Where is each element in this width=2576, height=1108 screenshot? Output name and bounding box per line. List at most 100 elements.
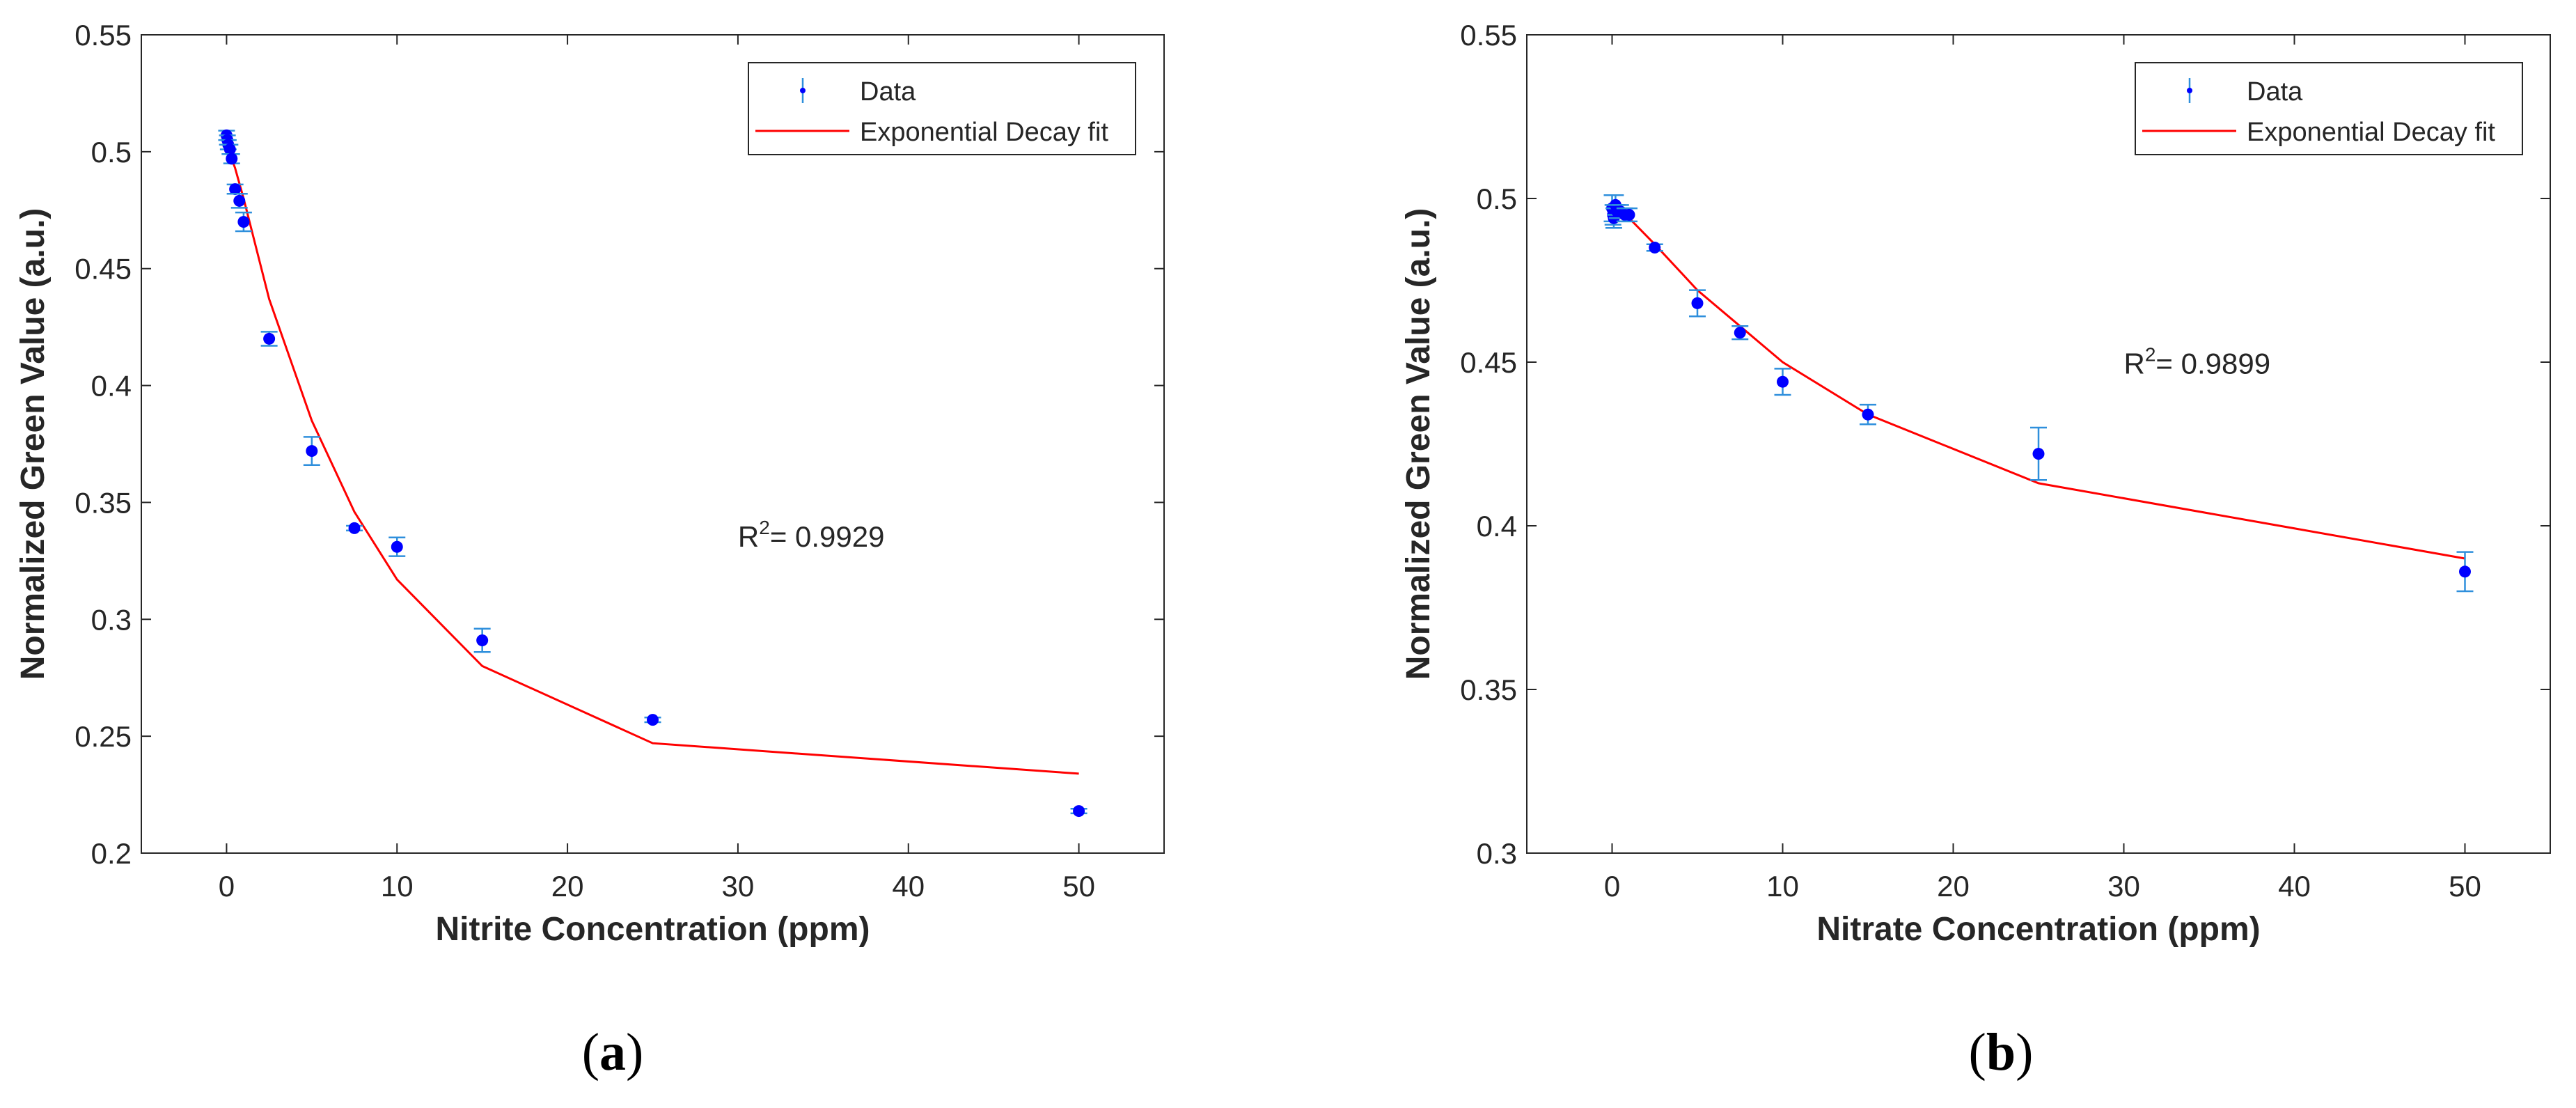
chart-b-y-tick-label: 0.3 [1477,837,1517,870]
chart-b-y-tick-label: 0.55 [1460,19,1517,52]
chart-b-data-point [1646,242,1663,253]
chart-a-y-tick-label: 0.25 [74,720,132,753]
chart-b-x-tick-label: 0 [1604,870,1620,903]
chart-b-data-point [1731,325,1749,341]
panel-label-b-close: ) [2016,1023,2034,1082]
chart-b-y-tick-label: 0.5 [1477,182,1517,215]
chart-b-data-marker [1623,209,1635,221]
chart-b-data-marker [2459,565,2471,578]
panel-label-b: (b) [1969,1022,2034,1083]
chart-a-data-point [644,714,661,726]
chart-b-data-point [2456,551,2474,593]
chart-b-data-marker [1734,327,1746,339]
chart-a-data-point [223,153,240,165]
chart-b-legend-fit-label: Exponential Decay fit [2247,118,2495,147]
chart-b-legend-box [2135,62,2523,155]
chart-a-legend-data-marker-icon [800,88,806,93]
chart-b-y-tick-label: 0.45 [1460,346,1517,379]
chart-a-axes-box [141,34,1165,854]
panel-label-a-open: ( [581,1023,599,1082]
chart-a-y-tick-label: 0.3 [91,603,132,636]
chart-b-data-point [1621,207,1638,223]
chart-a-legend-box [748,62,1136,155]
chart-a-r-squared-superscript: 2 [759,517,770,538]
chart-a-data-marker [237,216,250,228]
panel-label-a: (a) [582,1022,644,1083]
chart-b-legend-data-label: Data [2247,77,2303,107]
chart-b-x-tick-label: 10 [1766,870,1799,903]
chart-a-data-marker [263,332,276,345]
chart-b-axes-box [1526,34,2551,854]
chart-b-r-squared-superscript: 2 [2145,343,2156,365]
chart-b-r-squared-value: = 0.9899 [2155,347,2270,380]
chart-b-legend-data-marker-icon [2187,88,2192,93]
chart-a-r-squared-letter: R [738,520,759,553]
panel-label-a-close: ) [626,1023,644,1082]
chart-a-legend: Data Exponential Decay fit [748,62,1136,155]
chart-a-data-marker [306,445,318,458]
chart-b-r-squared-letter: R [2124,347,2145,380]
panel-label-a-letter: a [599,1023,626,1082]
chart-a-data-marker [1073,805,1085,818]
chart-a-data-point [346,522,363,534]
chart-a-data-marker [348,522,361,534]
chart-a-y-tick-label: 0.35 [74,486,132,519]
chart-b-r-squared-annotation: R2= 0.9899 [2124,343,2271,380]
chart-a-data-marker [391,540,403,553]
chart-b-x-axis-label: Nitrate Concentration (ppm) [1816,911,2260,948]
chart-a-data-marker [226,153,238,165]
chart-a-data-point [260,331,278,347]
chart-a-data-marker [647,714,659,726]
chart-a-data-point [388,536,406,557]
chart-a-legend-fit-label: Exponential Decay fit [860,118,1108,147]
chart-a-data-point [303,436,320,466]
panel-label-b-open: ( [1968,1023,1986,1082]
chart-b-x-tick-label: 40 [2278,870,2311,903]
chart-a-r-squared-value: = 0.9929 [770,520,885,553]
chart-b-x-tick-label: 20 [1937,870,1970,903]
chart-b-y-tick-label: 0.4 [1477,510,1517,543]
chart-b-y-axis-label: Normalized Green Value (a.u.) [1400,208,1437,680]
chart-a-data-marker [233,194,246,207]
chart-a-y-tick-label: 0.45 [74,253,132,286]
chart-a-x-tick-label: 50 [1062,870,1095,903]
chart-a-legend-data-label: Data [860,77,916,107]
chart-a-data-point [473,627,491,653]
chart-a-r-squared-annotation: R2= 0.9929 [738,517,885,553]
chart-b-data-marker [1862,408,1874,421]
chart-b: 0 10 20 30 40 50 0.3 0.35 0.4 0.45 0.5 0.55 Nitrate … [1400,19,2551,948]
chart-b-data-point [2030,426,2047,481]
chart-a-y-tick-label: 0.5 [91,136,132,169]
panel-label-b-letter: b [1986,1023,2016,1082]
chart-b-data-point [1774,368,1791,396]
chart-b-data-point [1689,289,1706,318]
chart-a-x-tick-label: 0 [219,870,235,903]
chart-b-x-tick-label: 30 [2107,870,2140,903]
chart-a-y-tick-label: 0.4 [91,370,132,403]
chart-b-legend: Data Exponential Decay fit [2135,62,2523,155]
chart-a: 0 10 20 30 40 50 0.2 0.25 0.3 0.35 0.4 0.45 0.5 0.55 N… [15,19,1165,948]
chart-b-fit-line [1611,207,2465,560]
chart-a-data-point [230,193,248,209]
chart-a-data-marker [223,143,236,155]
chart-b-data-marker [2032,448,2045,460]
chart-a-y-tick-label: 0.55 [74,19,132,52]
chart-a-x-tick-label: 40 [892,870,925,903]
chart-b-y-tick-label: 0.35 [1460,673,1517,706]
chart-a-y-axis-label: Normalized Green Value (a.u.) [15,208,52,680]
chart-b-data-marker [1691,297,1704,309]
chart-a-x-tick-label: 10 [381,870,414,903]
chart-a-fit-line [225,144,1079,775]
chart-a-data-marker [229,183,242,196]
chart-b-x-tick-label: 50 [2449,870,2481,903]
chart-a-y-tick-label: 0.2 [91,837,132,870]
chart-a-x-tick-label: 30 [722,870,755,903]
chart-a-data-marker [476,634,489,646]
chart-a-data-point [235,211,252,233]
chart-a-x-tick-label: 20 [551,870,584,903]
chart-b-data-marker [1649,242,1661,253]
chart-a-x-axis-label: Nitrite Concentration (ppm) [436,911,870,948]
chart-a-data-point [1070,805,1087,818]
chart-b-data-point [1860,403,1876,426]
